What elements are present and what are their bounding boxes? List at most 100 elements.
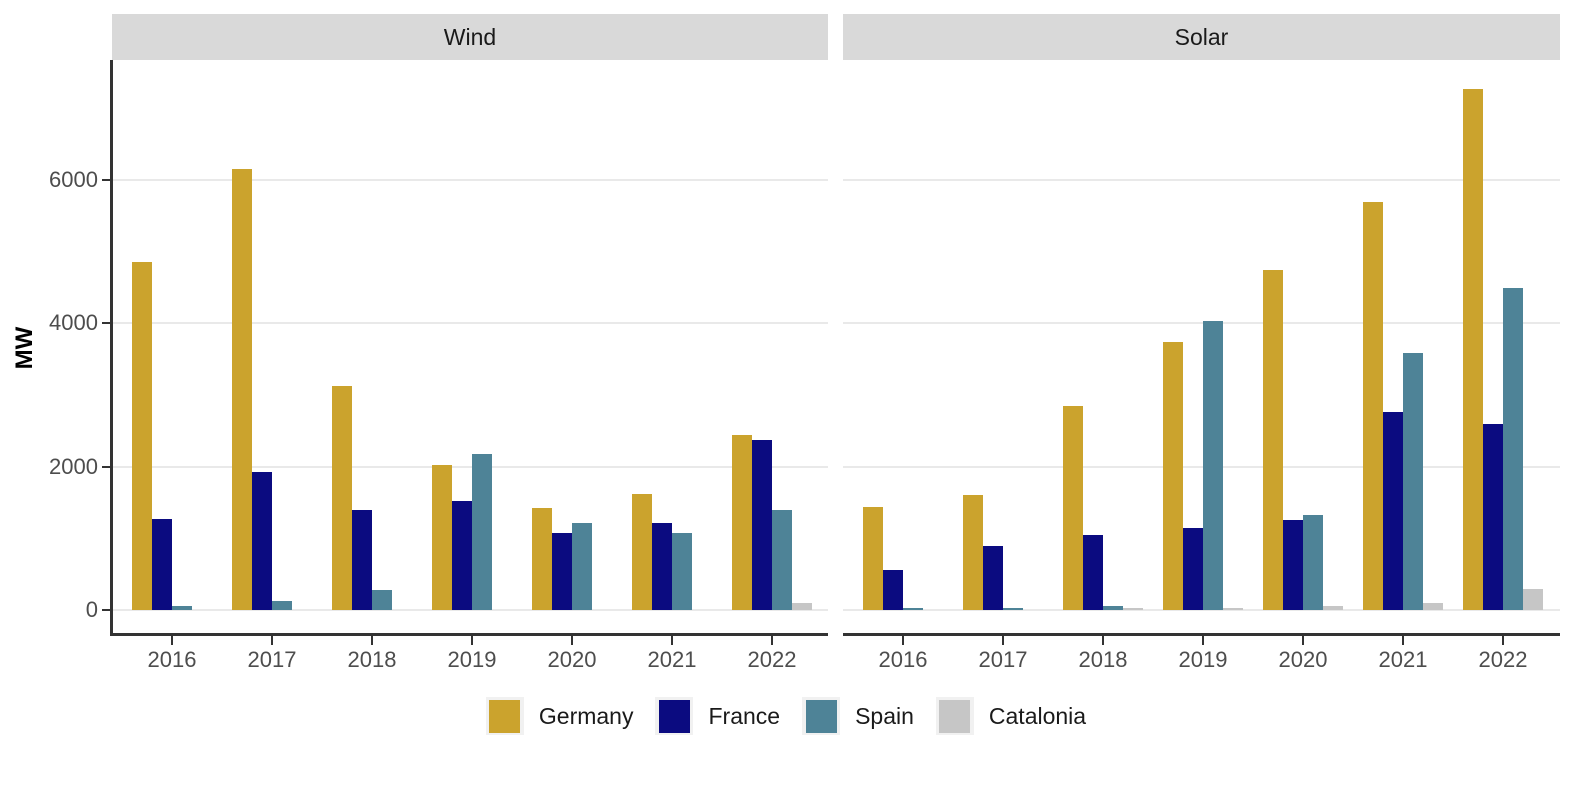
legend-item-germany: Germany [485, 697, 634, 735]
x-tick [471, 636, 473, 645]
x-tick [371, 636, 373, 645]
gridline-4000 [112, 322, 828, 325]
x-tick [1202, 636, 1204, 645]
x-tick-label-2017: 2017 [247, 647, 297, 672]
legend-label-spain: Spain [855, 702, 914, 729]
x-tick [1102, 636, 1104, 645]
gridline-4000 [843, 322, 1560, 325]
bar-wind-2018-france [352, 510, 372, 610]
gridline-6000 [112, 179, 828, 182]
legend-label-germany: Germany [538, 702, 634, 729]
bar-solar-2020-germany [1263, 270, 1283, 610]
x-tick-label-2016: 2016 [147, 647, 197, 672]
panel-solar [843, 60, 1560, 635]
x-tick [902, 636, 904, 645]
x-axis-line-solar [843, 633, 1560, 636]
legend-key [485, 697, 524, 735]
y-tick [102, 179, 111, 182]
bar-wind-2017-spain [272, 601, 292, 610]
x-tick-label-2019: 2019 [1178, 647, 1228, 672]
bar-wind-2022-germany [732, 435, 752, 610]
legend-item-spain: Spain [802, 697, 914, 735]
x-axis-line-wind [112, 633, 828, 636]
y-tick-label-0: 0 [85, 597, 98, 622]
bar-wind-2016-germany [132, 262, 152, 610]
bar-wind-2021-france [652, 523, 672, 610]
bar-wind-2017-france [252, 472, 272, 610]
gridline-2000 [843, 465, 1560, 468]
x-tick-label-2020: 2020 [1278, 647, 1328, 672]
bar-solar-2022-spain [1503, 288, 1523, 610]
facet-strip-solar: Solar [843, 14, 1560, 60]
bar-solar-2016-germany [863, 507, 883, 610]
bar-solar-2021-spain [1403, 353, 1423, 610]
legend-label-catalonia: Catalonia [988, 702, 1087, 729]
bar-wind-2022-catalonia [792, 603, 812, 610]
bar-wind-2021-germany [632, 494, 652, 610]
bar-wind-2021-spain [672, 533, 692, 610]
legend-swatch-france [658, 699, 690, 733]
bar-wind-2016-france [152, 519, 172, 610]
bar-wind-2020-germany [532, 508, 552, 610]
bar-wind-2019-germany [432, 465, 452, 610]
x-tick [1002, 636, 1004, 645]
facet-label-wind: Wind [443, 23, 497, 50]
bar-solar-2018-france [1083, 535, 1103, 610]
x-tick-label-2020: 2020 [547, 647, 597, 672]
bar-solar-2017-france [983, 546, 1003, 610]
legend-label-france: France [708, 702, 781, 729]
y-tick-label-2000: 2000 [49, 453, 98, 479]
x-tick [171, 636, 173, 645]
bar-wind-2022-france [752, 440, 772, 610]
legend-swatch-spain [805, 699, 837, 733]
bar-solar-2021-catalonia [1423, 603, 1443, 610]
legend-item-catalonia: Catalonia [935, 697, 1087, 735]
bar-wind-2019-spain [472, 454, 492, 610]
facet-strip-wind: Wind [112, 14, 828, 60]
x-tick [771, 636, 773, 645]
bar-solar-2020-spain [1303, 515, 1323, 610]
bar-solar-2022-catalonia [1523, 589, 1543, 610]
x-tick-label-2018: 2018 [347, 647, 397, 672]
y-axis-line [110, 60, 113, 636]
bar-wind-2022-spain [772, 510, 792, 610]
x-tick [571, 636, 573, 645]
bar-solar-2022-france [1483, 424, 1503, 610]
bar-solar-2021-germany [1363, 202, 1383, 610]
bar-solar-2016-spain [903, 608, 923, 610]
bar-solar-2019-catalonia [1223, 608, 1243, 610]
y-tick [102, 609, 111, 611]
facet-label-solar: Solar [1174, 23, 1229, 50]
bar-wind-2018-spain [372, 590, 392, 610]
x-tick-label-2022: 2022 [747, 647, 797, 672]
x-tick-label-2021: 2021 [647, 647, 697, 672]
y-tick [102, 465, 111, 468]
x-tick [1502, 636, 1504, 645]
bar-solar-2018-catalonia [1123, 608, 1143, 610]
y-tick [102, 322, 111, 325]
y-tick-label-4000: 4000 [49, 310, 98, 336]
legend-key [935, 697, 974, 735]
bar-wind-2020-spain [572, 523, 592, 610]
bar-solar-2016-france [883, 570, 903, 610]
bar-solar-2017-spain [1003, 608, 1023, 610]
bar-wind-2016-spain [172, 606, 192, 610]
gridline-0 [112, 609, 828, 611]
y-tick-label-6000: 6000 [49, 167, 98, 193]
x-tick [1302, 636, 1304, 645]
gridline-0 [843, 609, 1560, 611]
bar-wind-2017-germany [232, 169, 252, 610]
bar-wind-2020-france [552, 533, 572, 610]
x-tick-label-2018: 2018 [1078, 647, 1128, 672]
x-tick [1402, 636, 1404, 645]
bar-solar-2019-france [1183, 528, 1203, 610]
x-tick-label-2019: 2019 [447, 647, 497, 672]
x-tick-label-2021: 2021 [1378, 647, 1428, 672]
x-tick [271, 636, 273, 645]
bar-solar-2022-germany [1463, 89, 1483, 610]
legend-item-france: France [655, 697, 780, 735]
x-tick-label-2022: 2022 [1478, 647, 1528, 672]
panel-wind [112, 60, 828, 635]
bar-wind-2019-france [452, 501, 472, 610]
